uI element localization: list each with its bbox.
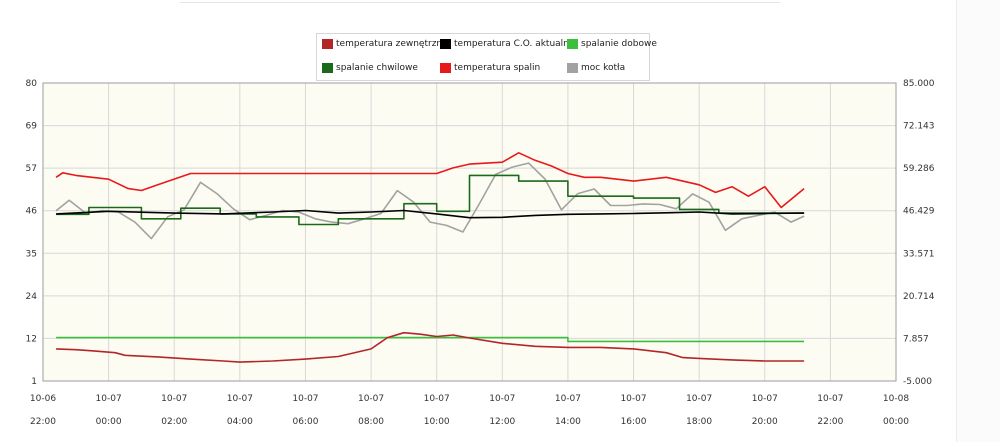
legend-item[interactable]: spalanie dobowe — [567, 39, 657, 49]
x-axis: 10-06 22:00 10-07 00:00 10-07 02:00 10-07 04:00… — [30, 394, 909, 427]
legend-swatch — [567, 63, 578, 73]
x-tick-date: 10-08 — [883, 394, 909, 404]
legend-label: temperatura spalin — [454, 63, 541, 73]
x-tick-time: 02:00 — [161, 417, 187, 427]
y-tick-label: 12 — [26, 334, 37, 344]
x-tick-time: 04:00 — [227, 417, 253, 427]
y-tick-label: 1 — [31, 377, 37, 387]
legend-item[interactable]: moc kotła — [567, 63, 625, 73]
legend-item[interactable]: temperatura spalin — [440, 63, 540, 73]
legend-item[interactable]: temperatura zewnętrzna — [322, 39, 448, 49]
x-tick-date: 10-07 — [752, 394, 778, 404]
x-tick-time: 12:00 — [489, 417, 515, 427]
legend-label: moc kotła — [581, 63, 626, 73]
x-tick-date: 10-07 — [96, 394, 122, 404]
legend-swatch — [322, 39, 333, 49]
y-axis-left: 1 12 24 35 46 57 69 80 — [26, 79, 38, 387]
y2-tick-label: -5.000 — [903, 377, 932, 387]
page-side-strip — [956, 0, 1000, 442]
x-tick-date: 10-07 — [555, 394, 581, 404]
top-toolbar-edge — [0, 0, 1000, 8]
x-tick-time: 22:00 — [817, 417, 843, 427]
x-tick-date: 10-07 — [292, 394, 318, 404]
y2-tick-label: 72.143 — [903, 122, 935, 132]
y-tick-label: 57 — [26, 164, 37, 174]
x-tick-time: 22:00 — [30, 417, 56, 427]
x-tick-date: 10-07 — [686, 394, 712, 404]
y2-tick-label: 46.429 — [903, 207, 935, 217]
x-tick-date: 10-07 — [358, 394, 384, 404]
series-line-moc-kot-a — [55, 162, 805, 240]
legend-swatch — [322, 63, 333, 73]
x-tick-date: 10-07 — [489, 394, 515, 404]
legend-label: spalanie dobowe — [581, 39, 657, 49]
x-tick-date: 10-06 — [30, 394, 56, 404]
y2-tick-label: 59.286 — [903, 164, 935, 174]
legend-swatch — [567, 39, 578, 49]
y-tick-label: 46 — [26, 207, 38, 217]
x-tick-time: 10:00 — [424, 417, 450, 427]
y-axis-right: -5.000 7.857 20.714 33.571 46.429 59.286 72.14… — [903, 79, 935, 387]
legend-item[interactable]: spalanie chwilowe — [322, 63, 418, 73]
y-tick-label: 24 — [26, 292, 38, 302]
series-layer — [55, 152, 805, 363]
legend-label: temperatura zewnętrzna — [336, 39, 448, 49]
y2-tick-label: 7.857 — [903, 334, 929, 344]
series-line-spalanie-dobowe — [56, 336, 805, 343]
legend-item[interactable]: temperatura C.O. aktualna — [440, 39, 574, 49]
x-tick-date: 10-07 — [817, 394, 843, 404]
y2-tick-label: 85.000 — [903, 79, 935, 89]
legend-swatch — [440, 39, 451, 49]
x-tick-date: 10-07 — [620, 394, 646, 404]
chart-legend: temperatura zewnętrzna temperatura C.O. a… — [316, 33, 657, 81]
series-line-temperatura-c-o-aktualna — [56, 209, 805, 219]
legend-label: temperatura C.O. aktualna — [454, 39, 575, 49]
y-tick-label: 80 — [26, 79, 38, 89]
x-tick-time: 18:00 — [686, 417, 712, 427]
series-line-temperatura-zewn-trzna — [56, 331, 805, 363]
plot-border — [42, 82, 897, 382]
y-tick-label: 69 — [26, 122, 38, 132]
x-tick-date: 10-07 — [227, 394, 253, 404]
legend-swatch — [440, 63, 451, 73]
x-tick-date: 10-07 — [424, 394, 450, 404]
plot-area — [43, 83, 896, 381]
y2-tick-label: 33.571 — [903, 249, 935, 259]
x-tick-time: 08:00 — [358, 417, 384, 427]
x-tick-time: 06:00 — [292, 417, 318, 427]
x-tick-time: 16:00 — [621, 417, 647, 427]
x-tick-time: 00:00 — [883, 417, 909, 427]
series-line-temperatura-spalin — [55, 152, 805, 209]
x-tick-time: 20:00 — [752, 417, 778, 427]
x-tick-time: 00:00 — [96, 417, 122, 427]
x-tick-time: 14:00 — [555, 417, 581, 427]
x-tick-date: 10-07 — [161, 394, 187, 404]
y2-tick-label: 20.714 — [903, 292, 935, 302]
y-tick-label: 35 — [26, 249, 37, 259]
legend-label: spalanie chwilowe — [336, 63, 418, 73]
